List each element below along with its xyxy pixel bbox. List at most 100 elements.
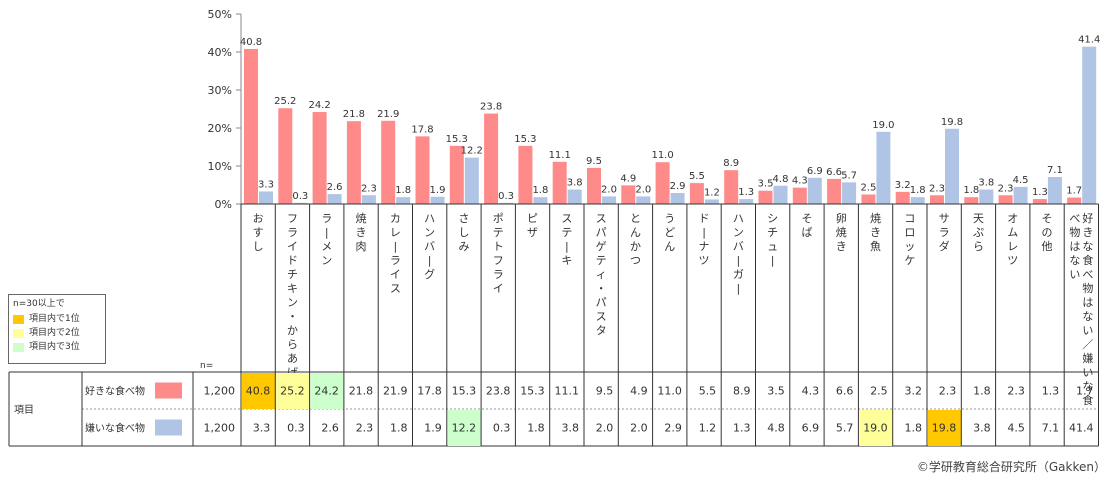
legend-item-rank1: 項目内で1位 <box>13 312 101 326</box>
data-label-like: 25.2 <box>274 96 296 107</box>
data-label-like: 21.8 <box>343 109 365 120</box>
bar-dislike <box>293 202 308 204</box>
category-label: ハンバ|ガ| <box>733 212 744 295</box>
category-label-char: ポ <box>493 212 504 225</box>
category-label-char: し <box>458 226 469 239</box>
table-cell-value: 6.9 <box>802 422 820 435</box>
category-label-char: レ <box>390 226 401 239</box>
data-label-like: 21.9 <box>377 109 399 120</box>
legend: n=30以上で 項目内で1位 項目内で2位 項目内で3位 <box>8 294 106 364</box>
data-label-dislike: 7.1 <box>1047 165 1063 176</box>
data-label-dislike: 19.0 <box>872 120 894 131</box>
table-cell-highlight <box>310 373 344 409</box>
table-cell-value: 1.9 <box>424 422 442 435</box>
table-cell-value: 1.8 <box>973 385 991 398</box>
bar-like <box>621 185 636 204</box>
category-label: ラ|メン <box>321 212 332 267</box>
category-label-char: そ <box>1042 212 1053 225</box>
category-label-char: ツ <box>699 254 710 267</box>
category-label-char: 好 <box>1082 211 1093 225</box>
legend-title: n=30以上で <box>13 299 65 309</box>
data-label-like: 5.5 <box>689 171 705 182</box>
table-cell-value: 2.0 <box>596 422 614 435</box>
bar-dislike <box>945 128 959 204</box>
table-cell-value: 23.8 <box>486 385 511 398</box>
bar-like <box>758 190 773 204</box>
category-label-char: バ <box>424 240 435 253</box>
category-label: そば <box>801 212 812 239</box>
y-tick-label: 10% <box>208 160 232 173</box>
legend-item-rank2: 項目内で2位 <box>13 326 101 340</box>
category-label-char: サ <box>939 212 950 225</box>
bar-dislike <box>1047 177 1062 204</box>
copyright-credit: ©学研教育総合研究所（Gakken） <box>916 460 1106 474</box>
bar-dislike <box>259 191 273 204</box>
table-cell-value: 3.8 <box>973 422 991 435</box>
category-label-char: ん <box>664 240 675 253</box>
category-label-char: ラ <box>390 254 401 267</box>
data-label-like: 2.3 <box>929 183 945 194</box>
series-n-value: 1,200 <box>204 422 236 435</box>
data-label-dislike: 1.8 <box>910 185 926 196</box>
category-label-char: は <box>1069 240 1080 253</box>
category-label-char: な <box>1082 240 1093 253</box>
bar-like <box>552 161 567 204</box>
data-label-dislike: 2.3 <box>361 183 377 194</box>
category-label-char: 焼 <box>356 212 367 225</box>
bar-dislike <box>773 185 788 204</box>
table-cell-highlight <box>276 373 310 409</box>
category-label: さしみ <box>458 212 469 253</box>
data-label-dislike: 3.8 <box>978 178 994 189</box>
category-label-char: ど <box>664 226 675 239</box>
category-label-char: 物 <box>1082 281 1093 295</box>
category-label-char: ィ <box>596 268 607 281</box>
category-label-char: ぷ <box>973 226 984 239</box>
category-label-char: 物 <box>1069 225 1080 239</box>
table-cell-value: 4.8 <box>767 422 785 435</box>
bar-dislike <box>396 197 411 204</box>
table-cell-value: 1.3 <box>1042 385 1060 398</box>
category-label-char: キ <box>561 254 572 267</box>
bar-dislike <box>910 197 925 204</box>
table-cell-value: 1.8 <box>905 422 923 435</box>
legend-label-rank2: 項目内で2位 <box>29 327 80 338</box>
table-cell-value: 2.0 <box>630 422 648 435</box>
category-label-char: ダ <box>939 239 950 253</box>
category-label-char: し <box>253 240 264 253</box>
category-label-char: さ <box>458 212 469 225</box>
category-label-char: バ <box>733 240 744 253</box>
category-label-char: ピ <box>527 212 538 225</box>
data-label-dislike: 4.5 <box>1013 175 1029 186</box>
data-label-like: 23.8 <box>480 102 502 113</box>
table-cell-value: 11.1 <box>555 385 580 398</box>
table-cell-value: 2.3 <box>939 385 957 398</box>
category-label-char: 天 <box>973 212 984 225</box>
category-label-char: ツ <box>1007 254 1018 267</box>
bar-dislike <box>602 196 616 204</box>
category-label-char: テ <box>561 226 572 239</box>
table-cell-value: 2.3 <box>356 422 374 435</box>
legend-item-rank3: 項目内で3位 <box>13 340 101 354</box>
category-label-char: す <box>253 226 264 239</box>
data-label-dislike: 1.9 <box>430 185 446 196</box>
category-label-char: ケ <box>904 254 915 267</box>
category-label-char: ガ <box>733 268 744 281</box>
category-label-char: パ <box>596 296 607 309</box>
category-label: 焼き肉 <box>356 212 367 253</box>
data-label-dislike: 2.6 <box>327 182 343 193</box>
data-label-like: 3.5 <box>758 179 774 190</box>
data-label-dislike: 1.3 <box>738 187 754 198</box>
data-label-dislike: 3.3 <box>258 179 274 190</box>
category-label-char: ゲ <box>596 240 607 253</box>
category-label-char: フ <box>493 254 504 267</box>
table-cell-value: 5.5 <box>699 385 717 398</box>
category-label-char: | <box>736 254 740 267</box>
table-cell-value: 4.5 <box>1007 422 1025 435</box>
category-label-char: ば <box>801 226 812 239</box>
bar-like <box>415 136 430 204</box>
category-label-char: グ <box>424 267 435 281</box>
